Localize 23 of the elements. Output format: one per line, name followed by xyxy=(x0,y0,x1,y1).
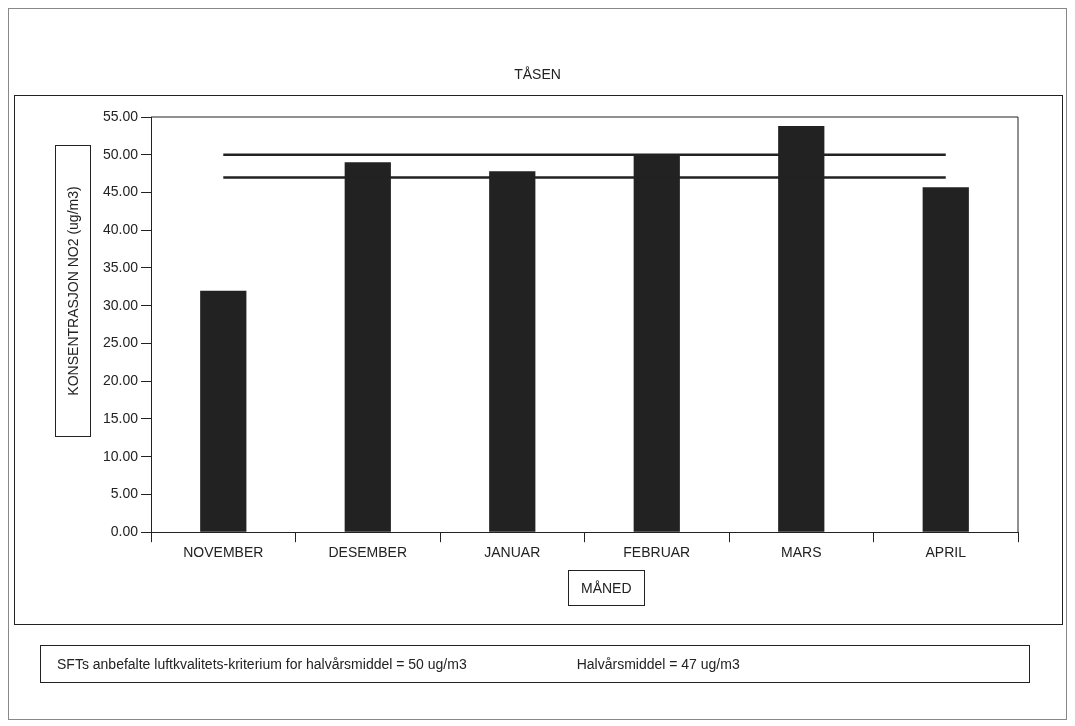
y-tick-label: 40.00 xyxy=(102,221,139,238)
y-tick-label: 25.00 xyxy=(102,334,139,351)
y-tick-label: 55.00 xyxy=(102,107,139,124)
x-tick-label: MARS xyxy=(781,544,822,561)
x-tick-label: JANUAR xyxy=(484,544,541,561)
y-tick-label: 20.00 xyxy=(102,372,139,389)
y-tick-label: 45.00 xyxy=(102,183,139,200)
y-tick-label: 35.00 xyxy=(102,258,139,275)
x-tick-label: APRIL xyxy=(925,544,967,561)
x-tick-label: DESEMBER xyxy=(328,544,408,561)
chart-title: TÅSEN xyxy=(513,66,562,82)
y-tick-label: 15.00 xyxy=(102,409,139,426)
y-tick-label: 10.00 xyxy=(102,447,139,464)
y-tick-label: 5.00 xyxy=(110,485,139,502)
x-tick-label: FEBRUAR xyxy=(623,544,691,561)
x-axis-title: MÅNED xyxy=(568,570,645,606)
y-tick-label: 50.00 xyxy=(102,145,139,162)
y-axis-title: KONSENTRASJON NO2 (ug/m3) xyxy=(65,186,82,396)
text: Halvårsmiddel = 47 ug/m3 xyxy=(575,656,740,672)
x-tick-label: NOVEMBER xyxy=(183,544,264,561)
text: SFTs anbefalte luftkvalitets-kriterium for halvårsmiddel = 50 ug/m3 xyxy=(56,656,467,672)
y-tick-label: 0.00 xyxy=(110,523,139,540)
y-tick-label: 30.00 xyxy=(102,296,139,313)
